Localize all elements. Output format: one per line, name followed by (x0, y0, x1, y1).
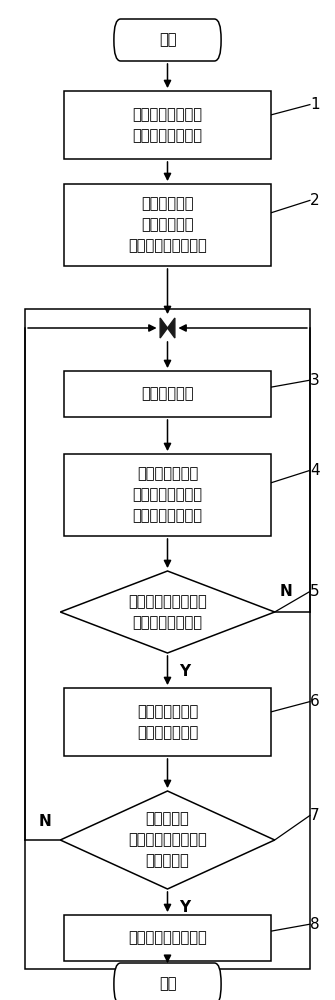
Text: 2: 2 (310, 193, 320, 208)
FancyBboxPatch shape (114, 19, 221, 61)
Text: 通过阶跃响应试验
获取试验输出信号: 通过阶跃响应试验 获取试验输出信号 (133, 107, 202, 143)
Polygon shape (160, 318, 168, 338)
Text: N: N (280, 584, 293, 599)
Text: Y: Y (179, 900, 190, 914)
Polygon shape (168, 318, 175, 338)
Text: 3: 3 (310, 373, 320, 388)
Bar (64, 688, 271, 756)
Text: 5: 5 (310, 584, 320, 599)
Text: 俼真模型搭建
确定指标权重
确定标幺化导则约束: 俼真模型搭建 确定指标权重 确定标幺化导则约束 (128, 196, 207, 253)
Text: 开始: 开始 (159, 32, 176, 47)
Text: 误差指标的
标幺化加权均値达到
设定最小値: 误差指标的 标幺化加权均値达到 设定最小値 (128, 812, 207, 868)
Text: N: N (39, 814, 52, 830)
Polygon shape (60, 571, 275, 653)
Bar (64, 91, 271, 159)
Text: 4: 4 (310, 463, 320, 478)
Text: 7: 7 (310, 808, 320, 823)
Text: 结束: 结束 (159, 976, 176, 992)
Polygon shape (60, 791, 275, 889)
Text: 6: 6 (310, 694, 320, 709)
Bar (64, 371, 271, 417)
FancyBboxPatch shape (114, 963, 221, 1000)
Bar (64, 454, 271, 536)
Text: 修改模型参数: 修改模型参数 (141, 386, 194, 401)
Text: 8: 8 (310, 917, 320, 932)
Bar (64, 184, 271, 266)
Text: 各性能指标的标幺化
误差符合导则约束: 各性能指标的标幺化 误差符合导则约束 (128, 594, 207, 630)
Text: 输出相应的模型参数: 输出相应的模型参数 (128, 930, 207, 946)
Bar (64, 915, 271, 961)
Text: 向俼真模型施加
与试验相同的激励
获取俼真输出信号: 向俼真模型施加 与试验相同的激励 获取俼真输出信号 (133, 466, 202, 524)
Text: Y: Y (179, 664, 190, 678)
Text: 1: 1 (310, 97, 320, 112)
Text: 计算误差指标的
标幺化加权均値: 计算误差指标的 标幺化加权均値 (137, 704, 198, 740)
Bar (25, 309, 310, 969)
